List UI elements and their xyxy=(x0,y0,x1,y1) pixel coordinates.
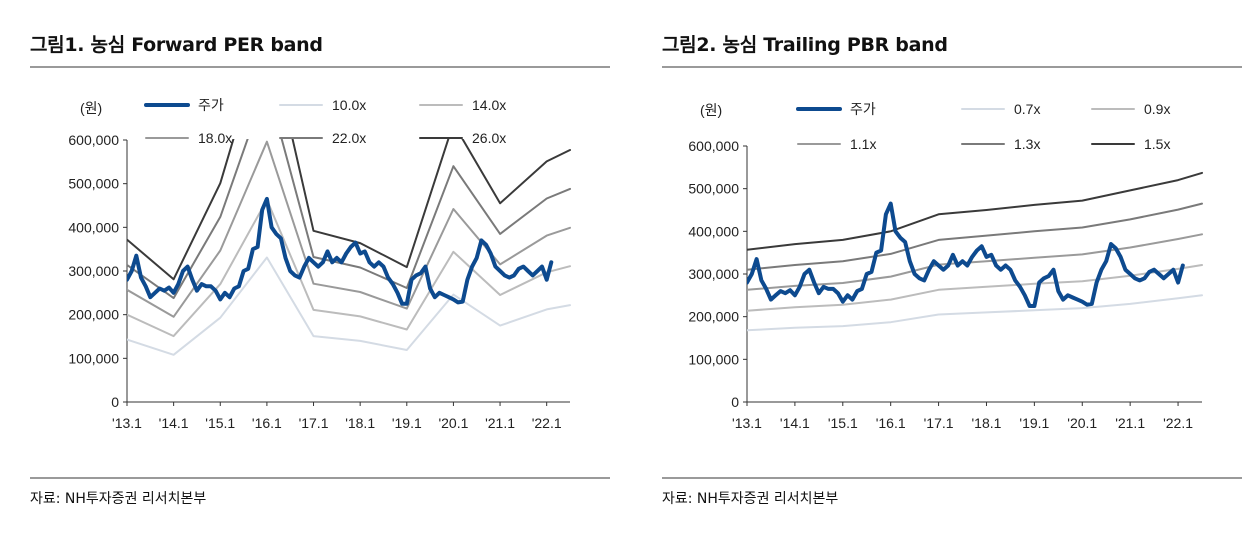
legend-label: 0.9x xyxy=(1144,101,1170,117)
legend-label: 14.0x xyxy=(472,97,506,113)
legend-item: 1.3x xyxy=(961,136,1040,152)
series-line-band-10-0x xyxy=(127,256,571,356)
x-tick-label: '22.1 xyxy=(532,415,562,431)
y-tick-label: 600,000 xyxy=(68,132,119,148)
y-tick-label: 600,000 xyxy=(688,138,739,154)
legend-label: 주가 xyxy=(850,101,876,117)
x-tick-label: '20.1 xyxy=(438,415,468,431)
x-tick-label: '21.1 xyxy=(1115,415,1145,431)
x-tick-label: '13.1 xyxy=(732,415,762,431)
pbr-band-chart: 0 100,000 200,000 300,000 400,000 500,000 600,… xyxy=(688,101,1203,431)
legend-item: 0.7x xyxy=(961,101,1040,117)
x-tick-label: '17.1 xyxy=(299,415,329,431)
y-tick-label: 100,000 xyxy=(688,351,739,367)
y-tick-label: 500,000 xyxy=(68,176,119,192)
series-line-band-26-0x xyxy=(127,139,571,281)
series-line-price xyxy=(747,201,1185,308)
legend-item: 26.0x xyxy=(419,130,506,146)
y-tick-label: 300,000 xyxy=(688,266,739,282)
x-tick-label: '19.1 xyxy=(392,415,422,431)
y-tick-label: 0 xyxy=(111,394,119,410)
series-line-price xyxy=(127,196,554,306)
x-tick-label: '15.1 xyxy=(828,415,858,431)
legend-item: 주가 xyxy=(796,101,876,117)
series-line-band-18-0x xyxy=(127,140,571,318)
legend-item: 22.0x xyxy=(279,130,366,146)
x-tick-label: '22.1 xyxy=(1163,415,1193,431)
series-line-band-1-3x xyxy=(747,202,1203,271)
x-tick-label: '21.1 xyxy=(485,415,515,431)
x-tick-label: '16.1 xyxy=(876,415,906,431)
series-line-band-1-1x xyxy=(747,233,1203,291)
chart-panel-2: 그림2. 농심 Trailing PBR band 0 100,000 200,00… xyxy=(662,0,1242,543)
legend-label: 1.1x xyxy=(850,136,876,152)
legend-item: 1.5x xyxy=(1091,136,1170,152)
x-tick-label: '13.1 xyxy=(112,415,142,431)
y-tick-label: 400,000 xyxy=(688,223,739,239)
legend-label: 주가 xyxy=(198,97,224,113)
series-line-band-14-0x xyxy=(127,198,571,338)
x-tick-label: '18.1 xyxy=(345,415,375,431)
legend-label: 0.7x xyxy=(1014,101,1040,117)
x-tick-label: '14.1 xyxy=(159,415,189,431)
x-tick-label: '17.1 xyxy=(924,415,954,431)
legend-item: 10.0x xyxy=(279,97,366,113)
x-tick-label: '18.1 xyxy=(972,415,1002,431)
series-line-band-22-0x xyxy=(127,139,571,300)
top-rule xyxy=(30,66,610,68)
legend-label: 26.0x xyxy=(472,130,506,146)
legend-item: 주가 xyxy=(144,97,224,113)
top-rule xyxy=(662,66,1242,68)
y-tick-label: 400,000 xyxy=(68,219,119,235)
bottom-rule xyxy=(30,477,610,479)
series-line-band-1-5x xyxy=(747,171,1203,251)
y-tick-label: 100,000 xyxy=(68,350,119,366)
x-tick-label: '16.1 xyxy=(252,415,282,431)
legend-label: 1.3x xyxy=(1014,136,1040,152)
legend-label: 1.5x xyxy=(1144,136,1170,152)
x-tick-label: '20.1 xyxy=(1067,415,1097,431)
legend-item: 18.0x xyxy=(145,130,232,146)
legend-item: 1.1x xyxy=(797,136,876,152)
unit-label: (원) xyxy=(80,100,102,116)
legend-label: 18.0x xyxy=(198,130,232,146)
x-tick-label: '19.1 xyxy=(1019,415,1049,431)
chart-panel-1: 그림1. 농심 Forward PER band 0 100,000 200,000… xyxy=(30,0,610,543)
legend-label: 22.0x xyxy=(332,130,366,146)
y-tick-label: 500,000 xyxy=(688,181,739,197)
source-note: 자료: NH투자증권 리서치본부 xyxy=(662,491,839,507)
source-note: 자료: NH투자증권 리서치본부 xyxy=(30,491,207,507)
x-tick-label: '15.1 xyxy=(205,415,235,431)
legend-item: 14.0x xyxy=(419,97,506,113)
y-tick-label: 300,000 xyxy=(68,263,119,279)
series-line-band-0-7x xyxy=(747,294,1203,332)
y-tick-label: 200,000 xyxy=(68,307,119,323)
chart-title: 그림1. 농심 Forward PER band xyxy=(30,34,323,56)
y-tick-label: 200,000 xyxy=(688,309,739,325)
chart-title: 그림2. 농심 Trailing PBR band xyxy=(662,34,948,56)
legend-item: 0.9x xyxy=(1091,101,1170,117)
x-tick-label: '14.1 xyxy=(780,415,810,431)
unit-label: (원) xyxy=(700,102,722,118)
per-band-chart: 0 100,000 200,000 300,000 400,000 500,000 600,… xyxy=(68,97,571,431)
bottom-rule xyxy=(662,477,1242,479)
y-tick-label: 0 xyxy=(731,394,739,410)
legend-label: 10.0x xyxy=(332,97,366,113)
